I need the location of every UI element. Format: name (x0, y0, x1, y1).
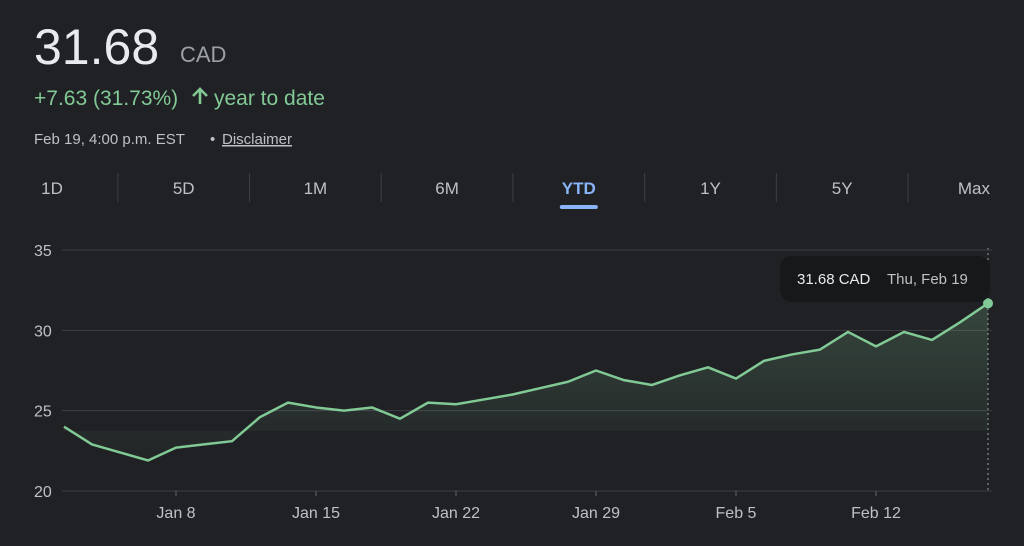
tooltip-value: 31.68 CAD (797, 271, 871, 288)
tab-bar: 1D 5D 1M 6M YTD 1Y 5Y Max (41, 173, 990, 209)
separator: • (210, 131, 215, 148)
up-arrow (192, 87, 208, 104)
y-tick-label: 30 (34, 323, 52, 340)
x-tick-label: Jan 15 (292, 505, 340, 522)
period: year to date (214, 87, 325, 110)
tab[interactable]: 5Y (832, 179, 853, 198)
tab[interactable]: 1Y (700, 179, 721, 198)
x-tick-label: Feb 5 (716, 505, 757, 522)
tooltip-date: Thu, Feb 19 (887, 271, 968, 288)
tooltip (780, 256, 990, 302)
tab[interactable]: Max (958, 179, 991, 198)
y-tick-label: 20 (34, 484, 52, 501)
price: 31.68 (34, 19, 159, 75)
tab[interactable]: YTD (562, 179, 596, 198)
price-line (63, 302, 989, 462)
y-tick-label: 35 (34, 243, 52, 260)
x-tick-label: Jan 8 (156, 505, 195, 522)
currency: CAD (180, 42, 226, 67)
tab[interactable]: 5D (173, 179, 195, 198)
y-tick-label: 25 (34, 404, 52, 421)
x-tick-label: Feb 12 (851, 505, 901, 522)
disclaimer-link[interactable]: Disclaimer (222, 131, 292, 148)
last-point (983, 298, 993, 309)
change: +7.63 (31.73%) (34, 87, 178, 110)
area (64, 303, 988, 461)
tab[interactable]: 6M (435, 179, 459, 198)
tab[interactable]: 1M (304, 179, 328, 198)
tab-indicator (559, 205, 598, 209)
x-tick-label: Jan 29 (572, 505, 620, 522)
tab[interactable]: 1D (41, 179, 63, 198)
timestamp: Feb 19, 4:00 p.m. EST (34, 131, 185, 148)
x-tick-label: Jan 22 (432, 505, 480, 522)
chart: 20 25 30 35 Jan 8 Jan 15 Jan 22 Jan 29 Feb 5 Feb … (34, 243, 993, 522)
